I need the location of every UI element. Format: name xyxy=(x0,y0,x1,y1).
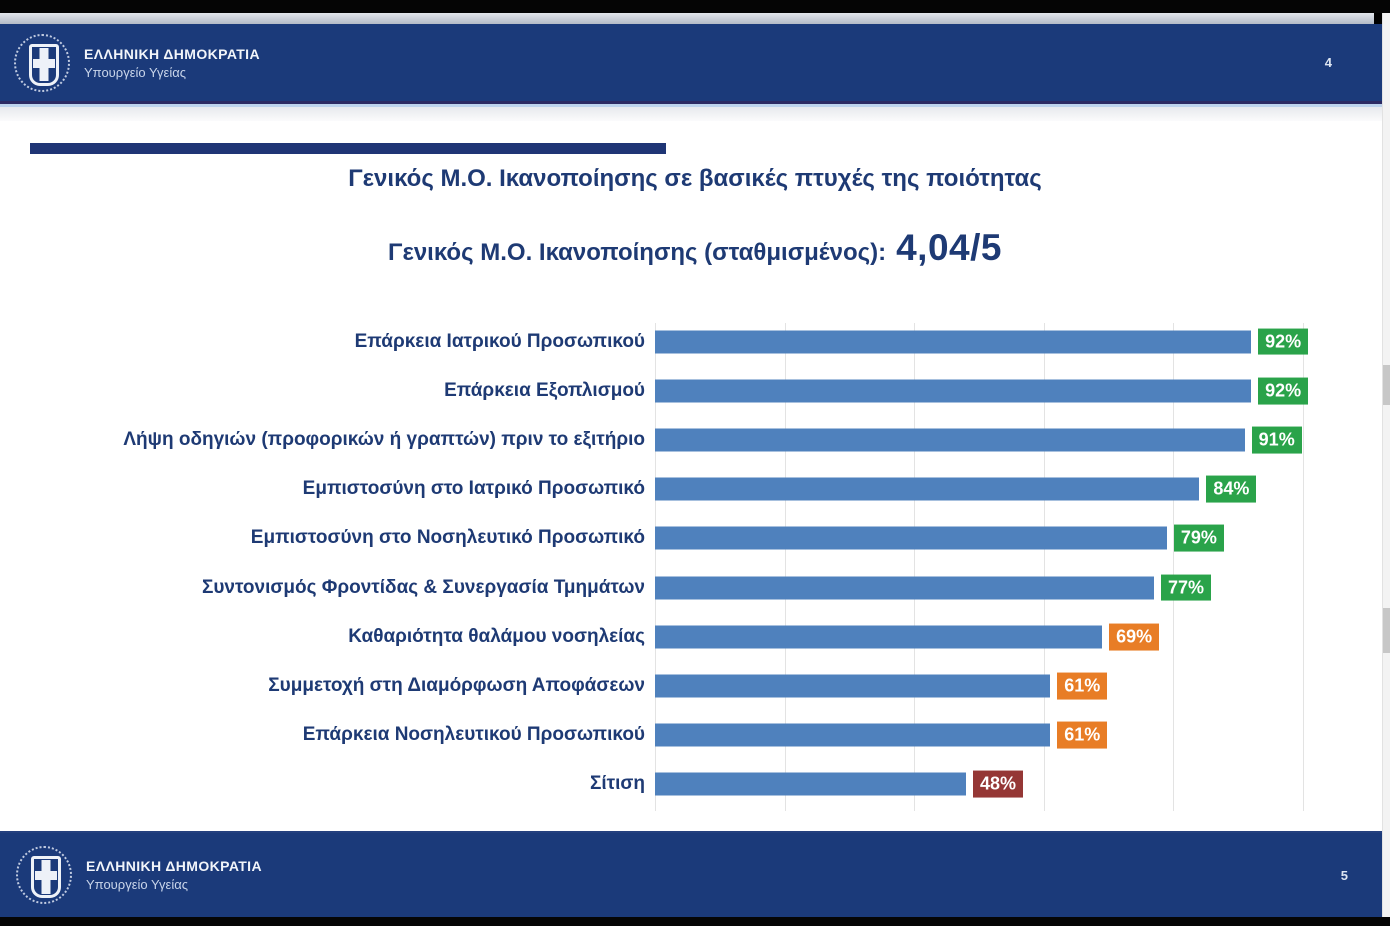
gridline-20 xyxy=(784,323,786,811)
slide5-footer-band: ΕΛΛΗΝΙΚΗ ΔΗΜΟΚΡΑΤΙΑ Υπουργείο Υγείας 5 xyxy=(0,831,1390,917)
chart-row: Λήψη οδηγιών (προφορικών ή γραπτών) πριν… xyxy=(0,415,1390,464)
value-bar xyxy=(655,477,1200,501)
laurel-wreath-icon xyxy=(14,33,70,92)
value-badge: 69% xyxy=(1109,623,1160,651)
chart-row: Εμπιστοσύνη στο Νοσηλευτικό Προσωπικό 79% xyxy=(0,514,1390,563)
value-bar xyxy=(655,772,967,796)
ministry-brand: ΕΛΛΗΝΙΚΗ ΔΗΜΟΚΡΑΤΙΑ Υπουργείο Υγείας xyxy=(14,33,260,92)
scrollbar-thumb[interactable] xyxy=(1383,365,1390,405)
gridline-60 xyxy=(1043,323,1045,811)
value-bar xyxy=(655,526,1167,550)
chart-row: Εμπιστοσύνη στο Ιατρικό Προσωπικό 84% xyxy=(0,465,1390,514)
row-plot-area: 92% xyxy=(655,317,1309,366)
slide-title: Γενικός Μ.Ο. Ικανοποίησης σε βασικές πτυ… xyxy=(348,165,1042,192)
category-label: Συμμετοχή στη Διαμόρφωση Αποφάσεων xyxy=(268,674,645,696)
value-badge: 92% xyxy=(1258,377,1309,405)
page-separator xyxy=(0,104,1390,121)
row-plot-area: 48% xyxy=(655,760,1303,809)
category-label: Επάρκεια Νοσηλευτικού Προσωπικού xyxy=(302,724,645,746)
slide4-footer-band: ΕΛΛΗΝΙΚΗ ΔΗΜΟΚΡΑΤΙΑ Υπουργείο Υγείας 4 xyxy=(0,24,1390,104)
laurel-wreath-icon xyxy=(16,846,72,904)
brand-line1: ΕΛΛΗΝΙΚΗ ΔΗΜΟΚΡΑΤΙΑ xyxy=(84,45,260,62)
cross-shield-icon xyxy=(29,43,59,86)
value-bar xyxy=(655,576,1154,600)
page-gap-strip xyxy=(0,13,1374,24)
value-badge: 92% xyxy=(1258,328,1309,356)
chart-rows: Επάρκεια Ιατρικού Προσωπικού 92% Επάρκεια … xyxy=(0,317,1390,809)
row-plot-area: 79% xyxy=(655,514,1303,563)
row-plot-area: 84% xyxy=(655,465,1303,514)
scrollbar-thumb[interactable] xyxy=(1383,608,1390,653)
category-label: Καθαριότητα θαλάμου νοσηλείας xyxy=(348,625,645,647)
row-plot-area: 69% xyxy=(655,612,1303,661)
value-bar xyxy=(655,379,1252,403)
satisfaction-bar-chart: Επάρκεια Ιατρικού Προσωπικού 92% Επάρκεια … xyxy=(0,317,1390,811)
subtitle-prefix: Γενικός Μ.Ο. Ικανοποίησης (σταθμισμένος)… xyxy=(388,239,887,266)
category-label: Εμπιστοσύνη στο Ιατρικό Προσωπικό xyxy=(302,478,645,500)
gridline-80 xyxy=(1173,323,1175,811)
row-plot-area: 77% xyxy=(655,563,1303,612)
value-bar xyxy=(655,330,1252,354)
viewer-top-edge xyxy=(0,0,1390,13)
row-plot-area: 61% xyxy=(655,661,1303,710)
slide-subtitle: Γενικός Μ.Ο. Ικανοποίησης (σταθμισμένος)… xyxy=(0,227,1390,269)
value-bar xyxy=(655,428,1245,452)
slide-5: Γενικός Μ.Ο. Ικανοποίησης σε βασικές πτυ… xyxy=(0,121,1390,831)
brand-line2: Υπουργείο Υγείας xyxy=(84,64,186,80)
gridline-100 xyxy=(1303,323,1304,811)
value-badge: 77% xyxy=(1160,574,1211,601)
scrollbar[interactable] xyxy=(1382,13,1390,917)
value-bar xyxy=(655,674,1051,698)
category-label: Συντονισμός Φροντίδας & Συνεργασία Τμημά… xyxy=(201,576,645,598)
brand-line2: Υπουργείο Υγείας xyxy=(86,877,188,892)
greek-coat-of-arms-icon xyxy=(14,33,70,92)
value-badge: 91% xyxy=(1251,426,1302,454)
row-plot-area: 61% xyxy=(655,711,1303,760)
row-plot-area: 91% xyxy=(655,415,1303,464)
accent-bar xyxy=(30,143,666,154)
row-plot-area: 92% xyxy=(655,366,1309,415)
category-label: Επάρκεια Ιατρικού Προσωπικού xyxy=(354,330,645,352)
category-label: Επάρκεια Εξοπλισμού xyxy=(444,379,645,401)
value-badge: 84% xyxy=(1206,475,1257,503)
subtitle-value: 4,04/5 xyxy=(896,227,1002,268)
chart-row: Σίτιση 48% xyxy=(0,760,1390,809)
chart-row: Καθαριότητα θαλάμου νοσηλείας 69% xyxy=(0,612,1390,661)
viewer-bottom-edge xyxy=(0,917,1390,926)
value-bar xyxy=(655,723,1051,747)
chart-row: Επάρκεια Νοσηλευτικού Προσωπικού 61% xyxy=(0,711,1390,760)
brand-line1: ΕΛΛΗΝΙΚΗ ΔΗΜΟΚΡΑΤΙΑ xyxy=(86,858,262,874)
value-badge: 61% xyxy=(1057,721,1108,749)
value-bar xyxy=(655,625,1103,649)
greek-coat-of-arms-icon xyxy=(16,846,72,904)
ministry-brand: ΕΛΛΗΝΙΚΗ ΔΗΜΟΚΡΑΤΙΑ Υπουργείο Υγείας xyxy=(16,846,262,904)
gridline-0 xyxy=(655,323,656,811)
chart-row: Επάρκεια Εξοπλισμού 92% xyxy=(0,366,1390,415)
value-badge: 79% xyxy=(1173,524,1224,552)
chart-row: Συμμετοχή στη Διαμόρφωση Αποφάσεων 61% xyxy=(0,661,1390,710)
category-label: Σίτιση xyxy=(589,773,645,795)
category-label: Λήψη οδηγιών (προφορικών ή γραπτών) πριν… xyxy=(123,428,645,450)
gridline-40 xyxy=(914,323,916,811)
value-badge: 48% xyxy=(973,770,1024,798)
page-number-5: 5 xyxy=(1340,867,1348,883)
category-label: Εμπιστοσύνη στο Νοσηλευτικό Προσωπικό xyxy=(250,527,645,549)
chart-gridlines xyxy=(655,323,1304,811)
value-badge: 61% xyxy=(1057,672,1108,700)
cross-shield-icon xyxy=(31,856,61,898)
chart-row: Επάρκεια Ιατρικού Προσωπικού 92% xyxy=(0,317,1390,366)
page-number-4: 4 xyxy=(1324,55,1332,70)
chart-row: Συντονισμός Φροντίδας & Συνεργασία Τμημά… xyxy=(0,563,1390,612)
